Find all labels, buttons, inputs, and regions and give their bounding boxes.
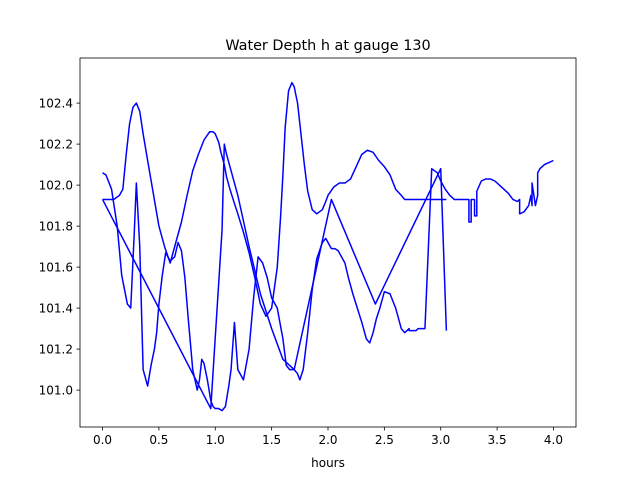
x-tick-label: 1.5 [262, 433, 281, 447]
x-tick-label: 2.0 [318, 433, 337, 447]
x-tick-label: 0.0 [93, 433, 112, 447]
y-tick-label: 101.4 [39, 301, 73, 315]
y-tick-label: 102.2 [39, 137, 73, 151]
x-tick-label: 3.5 [488, 433, 507, 447]
x-axis-title: hours [311, 456, 345, 470]
x-tick-label: 1.0 [206, 433, 225, 447]
series-line-2 [102, 81, 447, 318]
y-axis: 101.0 101.2 101.4 101.6 101.8 102.0 102.2 102.4 [39, 96, 80, 397]
x-tick-label: 2.5 [375, 433, 394, 447]
y-tick-label: 101.8 [39, 219, 73, 233]
y-tick-label: 101.6 [39, 260, 73, 274]
y-tick-label: 102.4 [39, 96, 73, 110]
y-tick-label: 102.0 [39, 178, 73, 192]
x-tick-label: 0.5 [149, 433, 168, 447]
series-layer [101, 81, 554, 412]
chart-title: Water Depth h at gauge 130 [225, 38, 430, 54]
x-tick-label: 4.0 [544, 433, 563, 447]
series-line-1 [102, 159, 554, 412]
x-axis: 0.0 0.5 1.0 1.5 2.0 2.5 3.0 3.5 4.0 [93, 427, 563, 447]
x-tick-label: 3.0 [431, 433, 450, 447]
y-tick-label: 101.2 [39, 342, 73, 356]
y-tick-label: 101.0 [39, 383, 73, 397]
series-line-3 [101, 143, 448, 410]
